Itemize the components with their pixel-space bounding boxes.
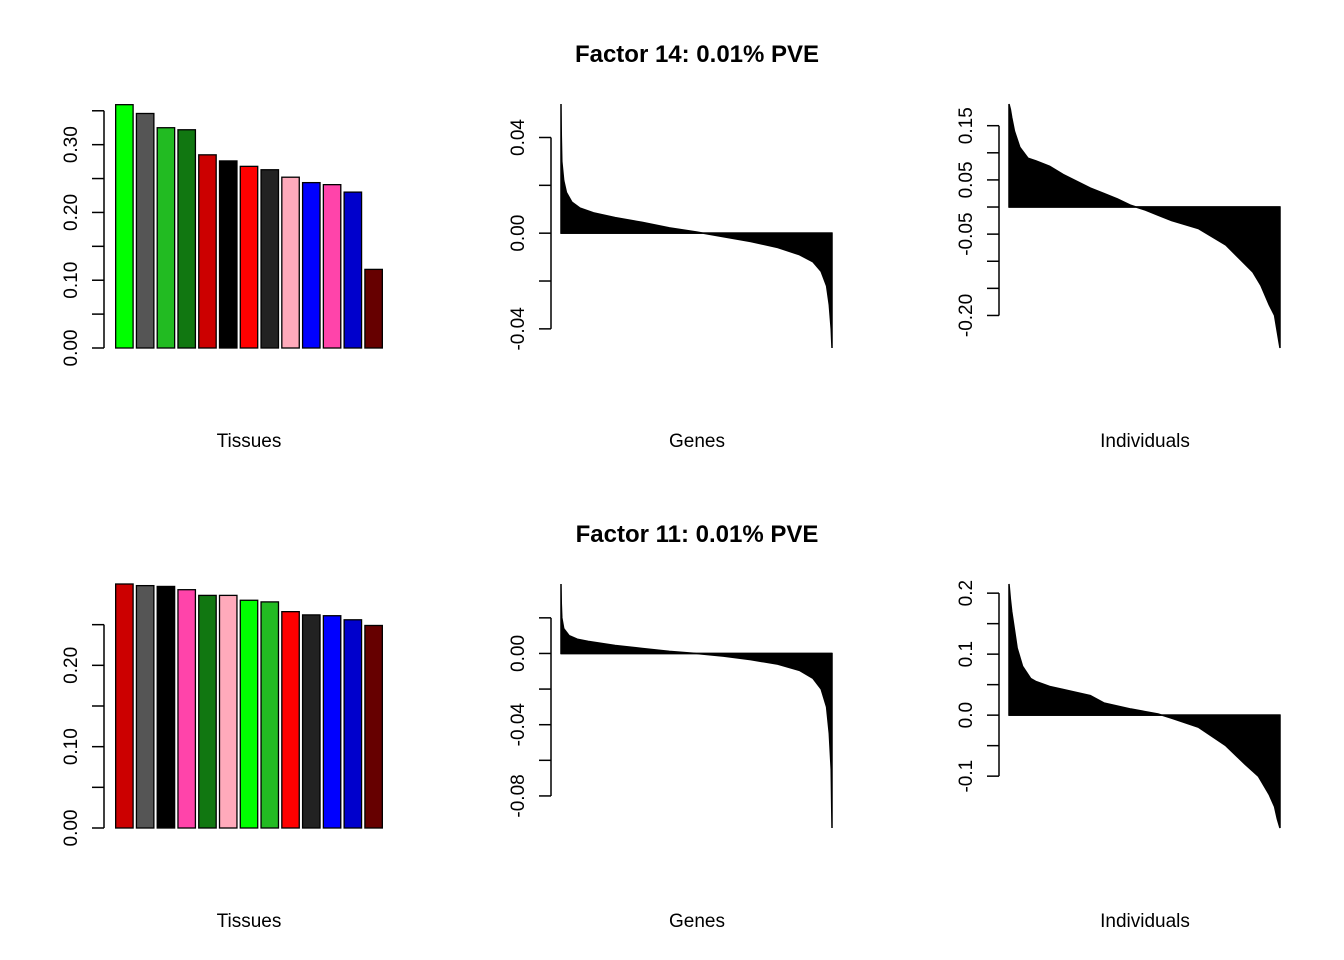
y-tick-label: 0.20 <box>61 647 82 684</box>
tissues-bar-chart: Tissues 0.00 0.10 0.20 <box>61 583 383 932</box>
individuals-loading-plot: Individuals -0.20 -0.05 0.05 0.15 <box>956 103 1281 452</box>
bar <box>198 154 217 349</box>
x-axis-label: Individuals <box>1100 911 1190 932</box>
y-tick-label: 0.04 <box>508 119 529 156</box>
bar <box>301 181 321 349</box>
loading-area <box>1008 583 1281 829</box>
bar <box>343 619 363 829</box>
individuals-loading-plot: Individuals -0.1 0.0 0.1 0.2 <box>956 580 1281 932</box>
bar <box>218 594 238 829</box>
row-title: Factor 14: 0.01% PVE <box>575 41 819 68</box>
row-title: Factor 11: 0.01% PVE <box>576 521 819 548</box>
y-tick-label: -0.04 <box>508 307 529 351</box>
y-tick-label: 0.10 <box>61 262 82 299</box>
bar <box>177 589 197 829</box>
bar <box>364 268 383 349</box>
loading-area <box>560 103 833 349</box>
x-axis-label: Tissues <box>217 431 282 452</box>
y-tick-label: 0.2 <box>956 580 977 606</box>
y-tick-label: 0.00 <box>61 810 82 847</box>
y-tick-label: -0.1 <box>956 760 977 793</box>
y-tick-label: -0.08 <box>508 774 529 817</box>
bar <box>239 599 259 829</box>
bar <box>322 184 342 349</box>
bar <box>364 624 383 829</box>
tissues-bar-chart: Tissues 0.00 0.10 0.20 0.30 <box>61 104 383 452</box>
bar <box>156 585 176 829</box>
genes-loading-plot: Genes -0.08 -0.04 0.00 <box>508 583 833 932</box>
y-tick-label: 0.1 <box>956 641 977 667</box>
bar <box>135 112 155 349</box>
bar <box>260 601 280 829</box>
bar <box>218 160 238 349</box>
genes-loading-plot: Genes -0.04 0.00 0.04 <box>508 103 833 452</box>
bar <box>198 594 217 829</box>
y-tick-label: -0.04 <box>508 703 529 747</box>
y-tick-label: 0.05 <box>956 161 977 198</box>
bar <box>281 611 300 829</box>
bar <box>115 104 134 349</box>
bar <box>281 176 300 349</box>
y-tick-label: 0.00 <box>61 330 82 367</box>
bar <box>301 614 321 829</box>
y-tick-label: 0.20 <box>61 194 82 231</box>
y-tick-label: 0.30 <box>61 126 82 163</box>
bar <box>322 615 342 829</box>
y-tick-label: 0.15 <box>956 107 977 144</box>
x-axis-label: Tissues <box>217 911 282 932</box>
bar <box>135 584 155 829</box>
bar <box>115 583 134 829</box>
bar <box>260 169 280 349</box>
bar <box>239 165 259 349</box>
bar <box>177 129 197 349</box>
loading-area <box>1008 103 1281 349</box>
loading-area <box>560 583 833 829</box>
x-axis-label: Genes <box>669 911 725 932</box>
bar <box>343 191 363 349</box>
x-axis-label: Genes <box>669 431 725 452</box>
y-tick-label: 0.0 <box>956 702 977 728</box>
factor-14-row: Factor 14: 0.01% PVE Tissues 0.00 0.10 0.2… <box>61 41 1281 452</box>
y-tick-label: -0.20 <box>956 294 977 337</box>
y-tick-label: 0.00 <box>508 635 529 672</box>
factor-11-row: Factor 11: 0.01% PVE Tissues 0.00 0.10 0.2… <box>61 521 1281 932</box>
y-tick-label: 0.10 <box>61 728 82 765</box>
y-tick-label: 0.00 <box>508 215 529 252</box>
bar <box>156 127 176 349</box>
x-axis-label: Individuals <box>1100 431 1190 452</box>
y-tick-label: -0.05 <box>956 212 977 255</box>
